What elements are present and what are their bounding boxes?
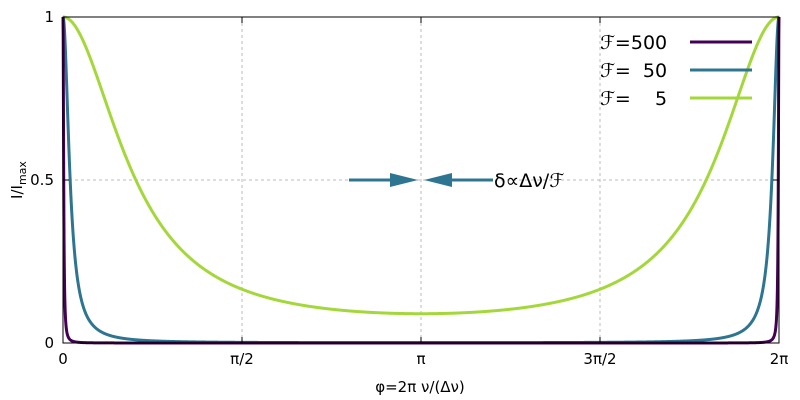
y-tick-label: 0 bbox=[44, 334, 54, 352]
axis-ticks: 0 π/2 π 3π/2 2π 0 0.5 1 bbox=[30, 8, 788, 368]
right-pointing-arrowhead-icon bbox=[390, 173, 418, 187]
legend-label: ℱ= 5 bbox=[600, 88, 667, 110]
y-axis-label: I/Imax bbox=[8, 161, 29, 199]
y-tick-label: 1 bbox=[44, 8, 54, 26]
legend: ℱ=500 ℱ= 50 ℱ= 5 bbox=[600, 32, 752, 110]
y-axis-label-sub: max bbox=[16, 161, 29, 185]
x-tick-label: π bbox=[416, 350, 425, 368]
y-axis-label-main: I/I bbox=[8, 185, 26, 199]
x-axis-label: φ=2π ν/(Δν) bbox=[375, 378, 465, 396]
series-line-F5 bbox=[61, 15, 781, 316]
x-tick-label: 0 bbox=[58, 350, 68, 368]
x-tick-label: 2π bbox=[770, 350, 789, 368]
y-tick-label: 0.5 bbox=[30, 171, 54, 189]
x-tick-label: π/2 bbox=[230, 350, 254, 368]
width-annotation: δ∝Δν/ℱ bbox=[349, 170, 564, 192]
legend-label: ℱ=500 bbox=[600, 32, 667, 54]
left-pointing-arrowhead-icon bbox=[424, 173, 452, 187]
grid-lines bbox=[63, 17, 779, 343]
legend-label: ℱ= 50 bbox=[600, 60, 667, 82]
width-annotation-text: δ∝Δν/ℱ bbox=[494, 170, 564, 192]
x-tick-label: 3π/2 bbox=[583, 350, 616, 368]
